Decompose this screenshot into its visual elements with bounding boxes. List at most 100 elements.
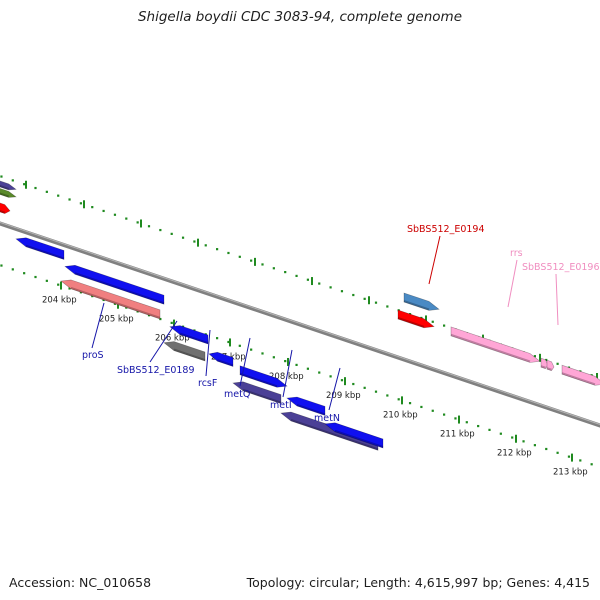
gene-arrow-6 xyxy=(169,325,209,345)
minor-tick xyxy=(295,363,298,367)
minor-tick xyxy=(261,352,264,355)
gene-features xyxy=(0,180,600,451)
gene-shade-4 xyxy=(74,272,165,305)
minor-tick xyxy=(340,379,344,382)
minor-tick xyxy=(465,421,468,424)
minor-tick xyxy=(102,209,105,213)
minor-tick xyxy=(193,240,196,243)
minor-tick xyxy=(318,282,321,285)
gene-arrow-13 xyxy=(324,422,384,449)
leader-line-8 xyxy=(555,273,559,326)
minor-tick xyxy=(284,359,287,363)
minor-tick xyxy=(386,305,389,308)
backbone-highlight xyxy=(0,221,600,425)
gene-arrow-11 xyxy=(286,396,326,416)
minor-tick xyxy=(545,358,548,362)
minor-tick xyxy=(250,259,253,262)
minor-tick xyxy=(590,463,593,466)
minor-tick xyxy=(352,382,355,386)
minor-tick xyxy=(147,225,151,228)
minor-tick xyxy=(159,317,162,321)
gene-arrow-19 xyxy=(561,364,600,386)
leader-line-7 xyxy=(507,259,518,308)
minor-tick xyxy=(272,267,275,270)
minor-tick xyxy=(204,244,207,247)
minor-tick xyxy=(227,340,230,344)
accession-text: Accession: NC_010658 xyxy=(9,575,152,590)
minor-tick xyxy=(216,337,219,340)
minor-tick xyxy=(533,355,536,358)
gene-shade-2 xyxy=(0,209,6,214)
tick-label: 211 kbp xyxy=(440,430,475,440)
gene-shade-0 xyxy=(0,184,9,190)
gene-shade-8 xyxy=(217,359,234,367)
minor-tick xyxy=(533,444,536,447)
minor-tick xyxy=(159,228,162,232)
gene-shade-1 xyxy=(0,192,9,198)
gene-shade-9 xyxy=(239,372,278,388)
minor-tick xyxy=(352,293,355,297)
minor-tick xyxy=(556,362,559,365)
gene-label-6: SbBS512_E0194 xyxy=(407,224,485,235)
minor-tick xyxy=(261,263,264,266)
tick-label: 209 kbp xyxy=(326,391,361,401)
leader-line-6 xyxy=(428,235,441,285)
tick-label: 210 kbp xyxy=(383,410,418,420)
minor-tick xyxy=(136,310,139,313)
minor-tick xyxy=(68,198,71,201)
tick-label: 205 kbp xyxy=(99,315,134,325)
minor-tick xyxy=(45,279,48,282)
minor-tick xyxy=(23,272,26,275)
minor-tick xyxy=(567,455,571,458)
leader-line-0 xyxy=(91,302,105,349)
minor-tick xyxy=(227,251,230,255)
gene-label-4: metI xyxy=(270,400,292,411)
minor-tick xyxy=(499,432,502,435)
minor-tick xyxy=(431,409,434,412)
gene-shade-13 xyxy=(334,429,384,448)
minor-tick xyxy=(57,283,60,286)
gene-arrow-1 xyxy=(0,188,17,198)
gene-label-5: metN xyxy=(314,413,340,424)
minor-tick xyxy=(23,183,26,186)
minor-tick xyxy=(57,194,60,197)
minor-tick xyxy=(329,286,332,289)
minor-tick xyxy=(431,320,434,323)
leader-line-3 xyxy=(239,337,251,387)
minor-tick xyxy=(125,306,128,309)
minor-tick xyxy=(545,447,548,451)
leader-line-2 xyxy=(205,329,211,377)
gene-arrow-14 xyxy=(403,292,440,311)
minor-tick xyxy=(11,268,14,271)
gene-shade-3 xyxy=(25,244,65,260)
minor-tick xyxy=(147,314,151,317)
minor-tick xyxy=(374,301,378,304)
minor-tick xyxy=(454,417,457,420)
gene-arrow-9 xyxy=(239,365,288,388)
gene-shade-15 xyxy=(397,317,425,328)
minor-tick xyxy=(556,451,559,454)
minor-tick xyxy=(170,232,173,235)
leader-line-4 xyxy=(282,349,293,398)
minor-tick xyxy=(295,274,298,278)
minor-tick xyxy=(0,175,3,178)
gene-shade-7 xyxy=(173,348,206,361)
minor-tick xyxy=(238,255,241,258)
minor-tick xyxy=(579,459,582,462)
minor-tick xyxy=(91,295,94,298)
gene-arrow-3 xyxy=(15,237,65,260)
minor-tick xyxy=(522,440,525,443)
minor-tick xyxy=(181,236,185,239)
gene-shade-10 xyxy=(242,388,282,404)
minor-tick xyxy=(443,324,446,327)
minor-tick xyxy=(329,375,332,378)
minor-tick xyxy=(318,371,321,374)
backbone-line xyxy=(0,221,600,428)
gene-shade-16 xyxy=(450,333,531,363)
genome-summary-text: Topology: circular; Length: 4,615,997 bp… xyxy=(246,575,590,590)
minor-tick xyxy=(408,402,412,405)
minor-tick xyxy=(170,321,173,324)
gene-arrow-18 xyxy=(546,359,555,372)
